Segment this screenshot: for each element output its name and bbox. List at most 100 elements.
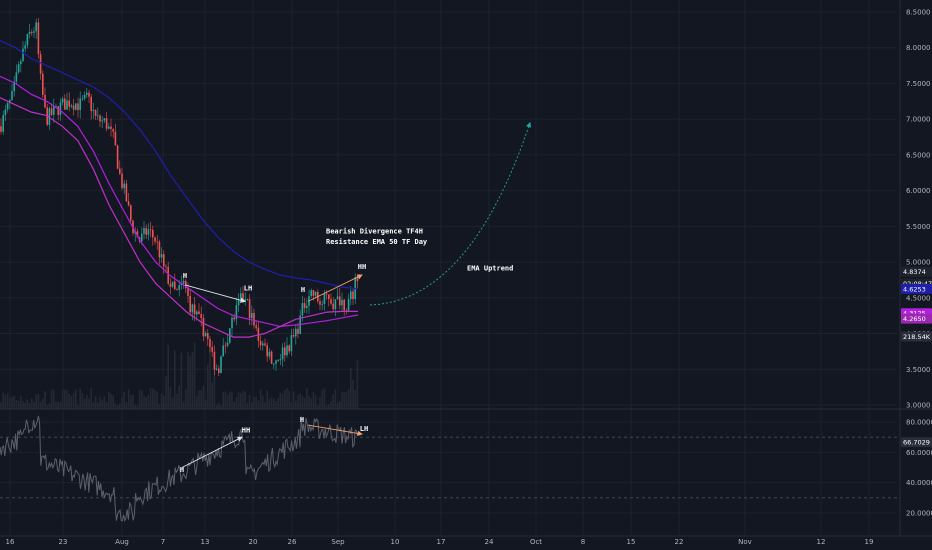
x-tick-label: 13 xyxy=(201,538,210,546)
osc-tick-label: 80.0000 xyxy=(906,419,932,427)
ema50-badge: 4.6253 xyxy=(903,285,926,293)
volume-bar xyxy=(171,397,174,409)
volume-bar xyxy=(9,397,11,409)
candle-body xyxy=(334,299,337,310)
candle-body xyxy=(108,126,110,129)
volume-bar xyxy=(127,389,130,409)
volume-bar xyxy=(4,394,7,409)
volume-bar xyxy=(68,393,70,409)
volume-bar xyxy=(237,392,240,409)
volume-bar xyxy=(299,393,301,409)
volume-bar xyxy=(156,391,158,409)
y-tick-label: 4.5000 xyxy=(906,294,931,302)
volume-bar xyxy=(53,389,55,409)
volume-bar xyxy=(308,395,310,409)
volume-bar xyxy=(169,386,172,409)
y-tick-label: 5.0000 xyxy=(906,259,931,267)
volume-bar xyxy=(77,405,79,409)
candle-body xyxy=(88,92,90,97)
candle-body xyxy=(158,241,161,258)
candle-body xyxy=(165,266,167,268)
volume-bar xyxy=(347,389,350,409)
candle-body xyxy=(24,45,26,49)
volume-bar xyxy=(72,393,75,409)
volume-bar xyxy=(119,403,121,409)
candle-body xyxy=(332,303,334,310)
ema50-badge-bg xyxy=(901,283,932,294)
volume-bar xyxy=(268,398,271,409)
candle-body xyxy=(310,290,312,297)
y-tick-label: 6.5000 xyxy=(906,151,931,159)
volume-bar xyxy=(99,396,101,409)
grid xyxy=(0,0,897,535)
candle-body xyxy=(39,54,42,74)
volume-bar xyxy=(233,401,235,409)
candle-body xyxy=(154,237,156,242)
volume-bar xyxy=(24,402,26,409)
candle-body xyxy=(328,294,330,300)
volume-bar xyxy=(143,395,145,409)
volume-bar xyxy=(64,389,66,409)
candle-body xyxy=(207,333,209,340)
candle-body xyxy=(61,98,64,103)
ema21-badge: 4.2650 xyxy=(903,315,926,323)
volume-bar xyxy=(264,402,266,409)
y-tick-label: 8.5000 xyxy=(906,9,931,17)
volume-bar xyxy=(174,350,176,409)
candle-body xyxy=(48,108,51,125)
candle-body xyxy=(31,31,33,33)
candle-body xyxy=(125,183,128,202)
volume-bar xyxy=(105,401,108,409)
candle-body xyxy=(330,299,332,304)
candle-body xyxy=(215,368,218,370)
volume-bar xyxy=(44,391,46,409)
volume-bar xyxy=(332,394,334,409)
candle-body xyxy=(196,311,198,315)
x-tick-label: 15 xyxy=(627,538,636,546)
volume-bar xyxy=(352,379,354,409)
volume-bar xyxy=(275,401,277,409)
candle-body xyxy=(253,312,255,326)
candle-body xyxy=(160,254,163,258)
osc-annotation: H xyxy=(300,416,304,424)
candle-body xyxy=(273,363,275,365)
volume-bar xyxy=(28,403,31,409)
volume-bar xyxy=(50,389,53,409)
candle-body xyxy=(119,168,121,174)
volume-bar xyxy=(116,405,119,409)
candle-body xyxy=(11,91,13,100)
volume-bar xyxy=(213,368,216,409)
volume-bar xyxy=(149,388,152,409)
candle-body xyxy=(268,351,271,357)
osc-annotation: HH xyxy=(242,427,250,435)
volume-bar xyxy=(132,394,134,409)
candle-body xyxy=(143,228,145,234)
osc-tick-label: 60.0000 xyxy=(906,449,932,457)
volume-bar xyxy=(70,395,73,409)
volume-bar xyxy=(103,396,106,409)
y-tick-label: 5.5000 xyxy=(906,223,931,231)
osc-annotation: H xyxy=(180,466,184,474)
osc-tick-label: 40.0000 xyxy=(906,479,932,487)
candle-body xyxy=(20,61,22,65)
volume-bar xyxy=(356,360,359,409)
candle-body xyxy=(321,303,323,305)
ema-line xyxy=(0,97,358,338)
volume-bar xyxy=(187,351,189,409)
volume-bar xyxy=(306,388,308,409)
volume-bar xyxy=(97,402,99,409)
candle-body xyxy=(213,351,216,370)
candle-body xyxy=(176,289,178,290)
volume-bar xyxy=(196,396,198,409)
candle-body xyxy=(303,303,306,308)
volume-bar xyxy=(26,399,29,409)
x-tick-label: 12 xyxy=(817,538,826,546)
volume-bar xyxy=(152,388,154,409)
candle-body xyxy=(264,343,266,346)
oscillator-panel xyxy=(0,415,897,523)
volume-bar xyxy=(290,401,293,409)
candle-body xyxy=(240,293,242,301)
